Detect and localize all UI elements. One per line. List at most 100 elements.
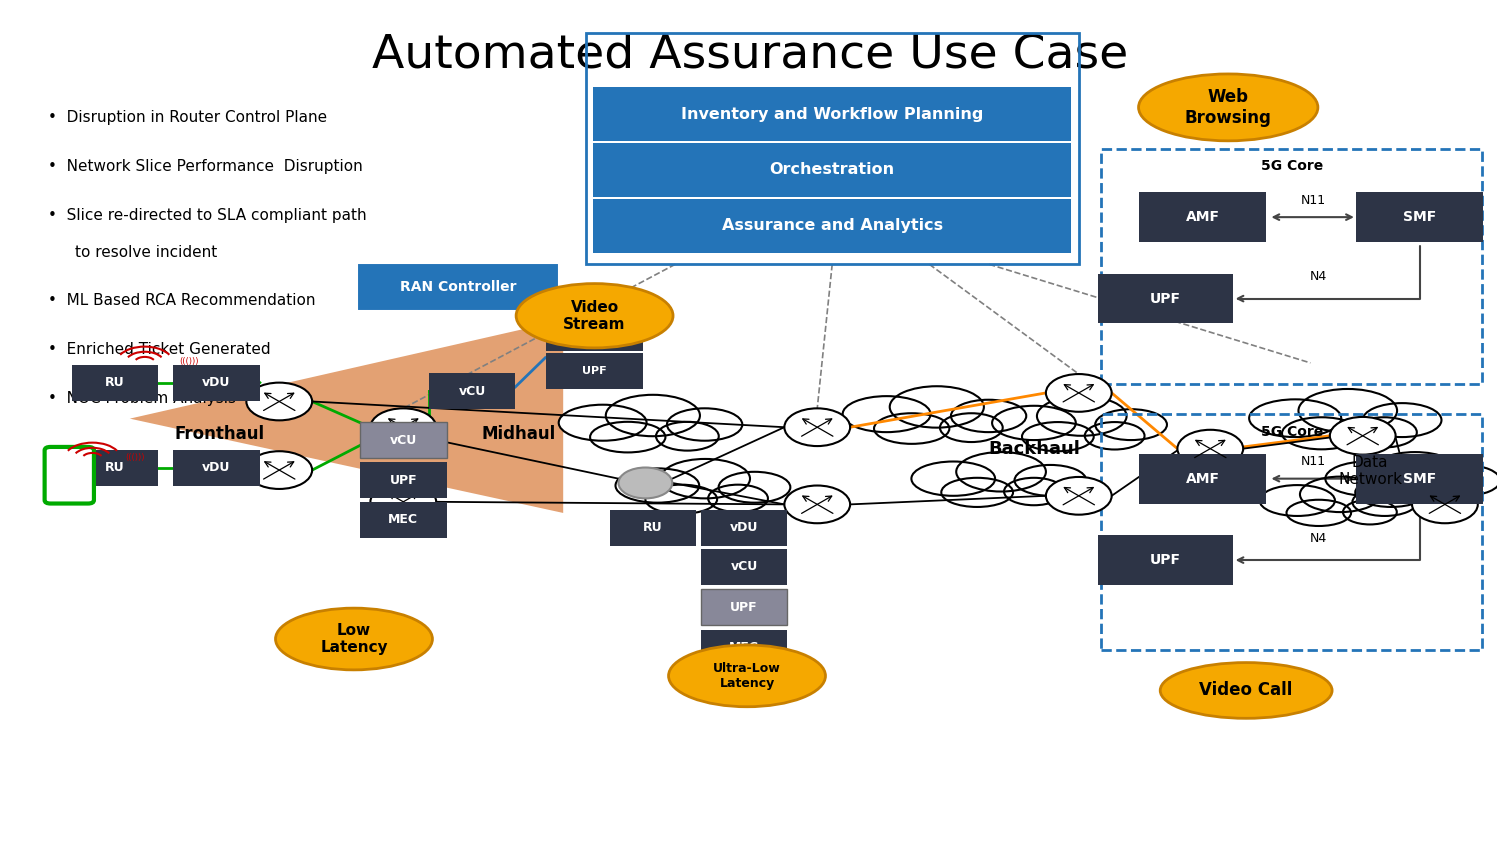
Ellipse shape xyxy=(645,485,717,513)
Ellipse shape xyxy=(1418,478,1478,505)
Text: UPF: UPF xyxy=(390,474,417,487)
Ellipse shape xyxy=(1356,478,1426,507)
FancyBboxPatch shape xyxy=(592,87,1071,142)
Text: •  NOC Problem Analysis: • NOC Problem Analysis xyxy=(48,391,236,406)
Circle shape xyxy=(1046,477,1112,514)
FancyBboxPatch shape xyxy=(72,365,158,400)
FancyBboxPatch shape xyxy=(1356,454,1484,503)
FancyBboxPatch shape xyxy=(360,463,447,498)
Text: RU: RU xyxy=(105,376,125,389)
Circle shape xyxy=(1412,486,1478,523)
Text: AMF: AMF xyxy=(1186,472,1219,486)
Text: vDU: vDU xyxy=(202,376,231,389)
FancyBboxPatch shape xyxy=(360,422,447,458)
Text: N11: N11 xyxy=(1300,194,1326,207)
Text: Web
Browsing: Web Browsing xyxy=(1185,88,1272,127)
Ellipse shape xyxy=(516,284,674,348)
Ellipse shape xyxy=(276,608,432,670)
Ellipse shape xyxy=(1022,422,1094,451)
Text: 5G Core: 5G Core xyxy=(1260,425,1323,438)
Ellipse shape xyxy=(558,405,646,441)
Ellipse shape xyxy=(708,485,768,512)
FancyBboxPatch shape xyxy=(1098,535,1233,585)
Ellipse shape xyxy=(874,413,950,444)
Ellipse shape xyxy=(1362,403,1442,437)
Text: RU: RU xyxy=(644,521,663,534)
Ellipse shape xyxy=(1370,452,1460,492)
Text: •  ML Based RCA Recommendation: • ML Based RCA Recommendation xyxy=(48,293,315,308)
Ellipse shape xyxy=(1326,462,1408,496)
Ellipse shape xyxy=(951,400,1026,432)
Ellipse shape xyxy=(1299,389,1396,432)
FancyBboxPatch shape xyxy=(592,143,1071,197)
Text: MEC: MEC xyxy=(729,641,759,654)
FancyBboxPatch shape xyxy=(546,354,644,389)
Ellipse shape xyxy=(590,422,666,452)
Text: Video
Stream: Video Stream xyxy=(564,299,626,332)
Ellipse shape xyxy=(940,413,1002,442)
FancyBboxPatch shape xyxy=(1140,192,1266,242)
Text: Midhaul: Midhaul xyxy=(482,425,555,443)
Circle shape xyxy=(784,408,850,446)
FancyBboxPatch shape xyxy=(592,198,1071,253)
Text: Assurance and Analytics: Assurance and Analytics xyxy=(722,218,944,233)
Ellipse shape xyxy=(660,459,750,498)
Text: RAN Controller: RAN Controller xyxy=(399,280,516,294)
Text: UPF: UPF xyxy=(730,601,758,614)
Text: UPF: UPF xyxy=(1150,553,1180,567)
Text: vCU: vCU xyxy=(390,433,417,446)
FancyBboxPatch shape xyxy=(1140,454,1266,503)
Text: Low
Latency: Low Latency xyxy=(320,623,388,655)
FancyBboxPatch shape xyxy=(700,509,788,545)
FancyBboxPatch shape xyxy=(546,315,644,351)
Ellipse shape xyxy=(1300,476,1380,512)
FancyBboxPatch shape xyxy=(609,509,696,545)
Text: MEC: MEC xyxy=(580,328,608,338)
Circle shape xyxy=(618,468,672,498)
FancyBboxPatch shape xyxy=(172,450,260,486)
Text: RU: RU xyxy=(105,461,125,474)
Polygon shape xyxy=(130,320,562,513)
Circle shape xyxy=(370,408,436,446)
FancyBboxPatch shape xyxy=(700,549,788,585)
Ellipse shape xyxy=(1428,465,1500,496)
Ellipse shape xyxy=(606,394,700,436)
FancyBboxPatch shape xyxy=(360,501,447,538)
Ellipse shape xyxy=(1138,74,1318,141)
Text: Orchestration: Orchestration xyxy=(770,162,896,178)
Circle shape xyxy=(370,483,436,520)
Text: vCU: vCU xyxy=(459,385,486,398)
Text: Ultra-Low
Latency: Ultra-Low Latency xyxy=(712,662,782,690)
Ellipse shape xyxy=(1352,418,1418,447)
Circle shape xyxy=(246,382,312,420)
Text: vCU: vCU xyxy=(730,560,758,574)
Circle shape xyxy=(246,451,312,489)
Circle shape xyxy=(1178,430,1244,468)
Text: •  Enriched Ticket Generated: • Enriched Ticket Generated xyxy=(48,343,270,357)
FancyBboxPatch shape xyxy=(700,630,788,665)
Ellipse shape xyxy=(1260,485,1335,516)
Text: to resolve incident: to resolve incident xyxy=(75,244,217,260)
Text: ((())): ((())) xyxy=(126,453,146,462)
FancyBboxPatch shape xyxy=(1356,192,1484,242)
Ellipse shape xyxy=(669,645,825,707)
Text: N4: N4 xyxy=(1310,532,1326,545)
FancyBboxPatch shape xyxy=(72,450,158,486)
Text: vDU: vDU xyxy=(730,521,758,534)
Text: •  Disruption in Router Control Plane: • Disruption in Router Control Plane xyxy=(48,110,327,125)
Ellipse shape xyxy=(843,396,930,432)
Ellipse shape xyxy=(1084,422,1144,450)
FancyBboxPatch shape xyxy=(172,365,260,400)
Text: UPF: UPF xyxy=(1150,292,1180,306)
FancyBboxPatch shape xyxy=(1098,274,1233,324)
Ellipse shape xyxy=(942,478,1012,507)
Text: 5G Core: 5G Core xyxy=(1260,159,1323,173)
Circle shape xyxy=(1330,417,1395,455)
Circle shape xyxy=(1046,374,1112,412)
FancyBboxPatch shape xyxy=(429,373,516,409)
Ellipse shape xyxy=(890,387,984,428)
Text: N11: N11 xyxy=(1300,456,1326,469)
Text: N4: N4 xyxy=(1310,270,1326,283)
Text: •  Slice re-directed to SLA compliant path: • Slice re-directed to SLA compliant pat… xyxy=(48,208,366,223)
Ellipse shape xyxy=(1287,500,1352,526)
